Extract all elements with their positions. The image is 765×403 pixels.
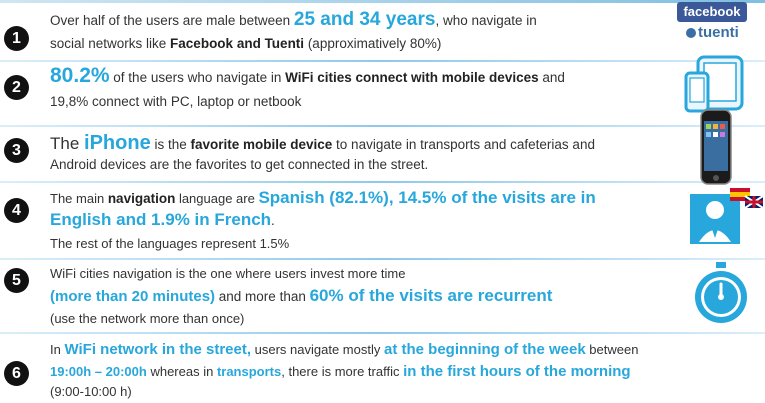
text: The (50, 134, 85, 153)
text: is the (150, 137, 191, 152)
step-number-6: 6 (4, 361, 29, 386)
text: Over half of the users are male between (50, 13, 294, 28)
row-divider (0, 181, 765, 183)
row-5-line-1: WiFi cities navigation is the one where … (50, 266, 406, 281)
text: whereas in (146, 364, 217, 379)
highlight-recurrent: 60% of the visits are recurrent (309, 286, 553, 305)
row-6-line-2: 19:00h – 20:00h whereas in transports, t… (50, 362, 631, 382)
text: and more than (215, 289, 310, 304)
step-number-4: 4 (4, 198, 29, 223)
text: between (585, 342, 639, 357)
row-6-line-3: (9:00-10:00 h) (50, 384, 132, 399)
row-1-line-1: Over half of the users are male between … (50, 10, 537, 31)
bold-favorite: favorite mobile device (190, 137, 333, 152)
row-2-line-1: 80.2% of the users who navigate in WiFi … (50, 64, 565, 88)
uk-flag-icon (744, 195, 764, 209)
text: The main (50, 191, 108, 206)
step-number-2: 2 (4, 75, 29, 100)
text: users navigate mostly (251, 342, 384, 357)
text: of the users who navigate in (109, 70, 286, 85)
text: social networks like (50, 36, 171, 51)
top-divider (0, 0, 765, 3)
bold-navigation: navigation (107, 191, 176, 206)
user-flags-icon (690, 188, 764, 244)
row-divider (0, 125, 765, 127)
highlight-percent: 80.2% (50, 64, 110, 87)
highlight-time: 19:00h – 20:00h (50, 364, 147, 379)
text: and (538, 70, 565, 85)
text: , there is more traffic (281, 364, 404, 379)
highlight-week: at the beginning of the week (383, 341, 586, 358)
highlight-english-french: English and 1.9% in French (50, 210, 272, 229)
text: In (50, 342, 65, 357)
step-number-3: 3 (4, 138, 29, 163)
stopwatch-icon (695, 262, 747, 323)
facebook-logo: facebook (677, 2, 747, 22)
text: . (271, 213, 275, 228)
row-4-line-2: English and 1.9% in French. (50, 210, 275, 231)
text: (approximatively 80%) (304, 36, 442, 51)
step-number-5: 5 (4, 268, 29, 293)
row-3-line-2: Android devices are the favorites to get… (50, 157, 429, 172)
row-5-line-3: (use the network more than once) (50, 311, 245, 326)
text: language are (175, 191, 259, 206)
highlight-morning: in the first hours of the morning (403, 363, 631, 380)
text: , who navigate in (435, 13, 537, 28)
tuenti-label: tuenti (698, 24, 739, 41)
row-divider (0, 258, 765, 260)
row-divider (0, 332, 765, 334)
highlight-minutes: (more than 20 minutes) (50, 288, 216, 305)
iphone-icon (700, 109, 732, 185)
bold-networks: Facebook and Tuenti (170, 36, 305, 51)
row-1-line-2: social networks like Facebook and Tuenti… (50, 34, 441, 54)
tablet-phone-icon (684, 55, 744, 113)
tuenti-dot-icon (686, 28, 696, 39)
row-3-line-1: The iPhone is the favorite mobile device… (50, 133, 595, 155)
row-4-line-1: The main navigation language are Spanish… (50, 188, 596, 209)
step-number-1: 1 (4, 26, 29, 51)
row-5-line-2: (more than 20 minutes) and more than 60%… (50, 286, 552, 307)
row-4-line-3: The rest of the languages represent 1.5% (50, 236, 290, 251)
row-divider (0, 60, 765, 62)
highlight-wifi-street: WiFi network in the street, (64, 341, 252, 358)
highlight-languages: Spanish (82.1%), 14.5% of the visits are… (258, 188, 596, 207)
row-2-line-2: 19,8% connect with PC, laptop or netbook (50, 94, 302, 109)
row-6-line-1: In WiFi network in the street, users nav… (50, 340, 638, 360)
text: to navigate in transports and cafeterias… (332, 137, 595, 152)
highlight-transports: transports (216, 364, 282, 379)
highlight-age: 25 and 34 years (293, 9, 436, 30)
bold-wifi-mobile: WiFi cities connect with mobile devices (285, 70, 539, 85)
highlight-iphone: iPhone (84, 132, 151, 154)
tuenti-logo: tuenti (686, 24, 748, 42)
